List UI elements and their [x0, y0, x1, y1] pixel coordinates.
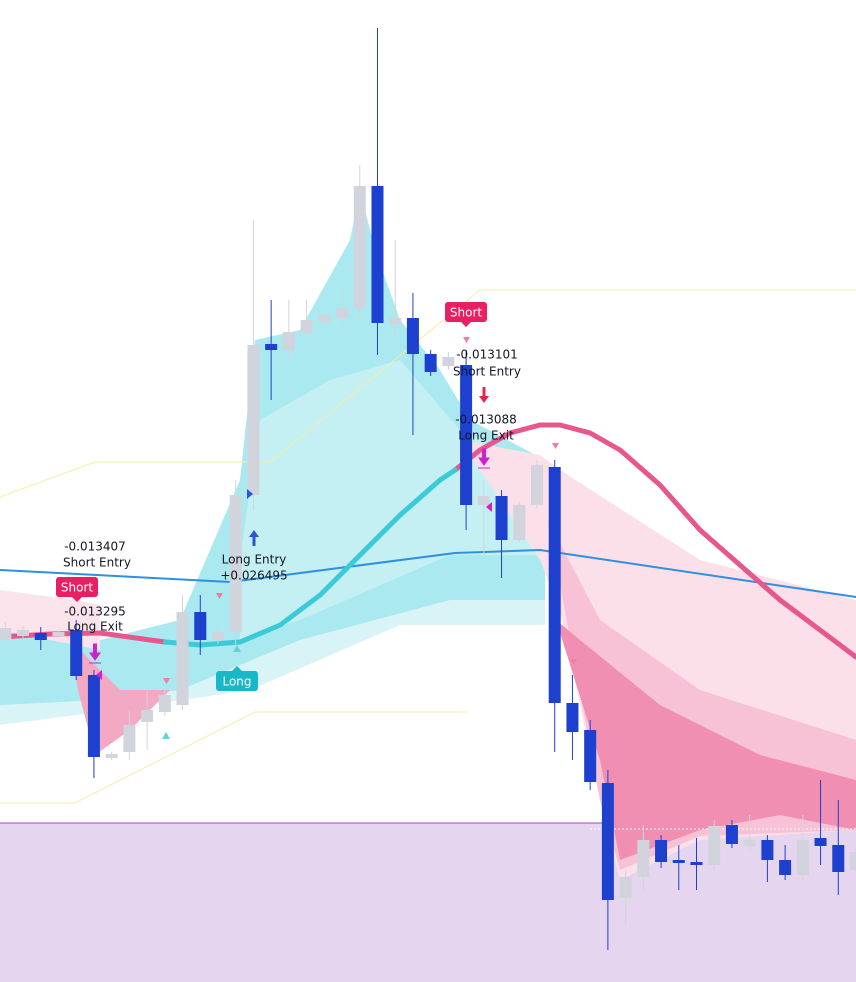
badge-box — [445, 302, 487, 322]
candle-body — [424, 354, 437, 372]
candle-body — [743, 840, 756, 846]
trade-label: -0.013088 — [455, 413, 517, 427]
candle-body — [176, 612, 189, 705]
candle-body — [779, 860, 792, 875]
badge-box — [216, 671, 258, 691]
candle-body — [211, 632, 224, 640]
signal-badge: Short — [445, 302, 487, 327]
candle-body — [318, 315, 331, 322]
zone — [0, 823, 856, 982]
line — [0, 548, 856, 598]
badge-pointer — [461, 322, 471, 327]
candle-body — [725, 825, 738, 844]
candle-body — [761, 840, 774, 860]
candle-body — [282, 332, 295, 350]
candle-body — [87, 675, 100, 757]
badge-label: Short — [450, 306, 482, 320]
candle-body — [0, 628, 12, 640]
trade-label: +0.026495 — [220, 569, 287, 583]
candle-body — [460, 365, 473, 505]
candle-body — [495, 496, 508, 540]
trade-label: -0.013407 — [64, 540, 126, 554]
candle-body — [389, 318, 402, 324]
candle-body — [300, 320, 313, 333]
candle-body — [194, 612, 207, 640]
candle-body — [796, 840, 809, 875]
trade-label: -0.013101 — [456, 348, 518, 362]
candle-body — [123, 725, 136, 752]
candle-body — [336, 308, 349, 318]
marks — [0, 28, 856, 950]
badge-box — [56, 577, 98, 597]
candle-body — [672, 860, 685, 863]
candle-body — [34, 633, 47, 640]
candle-body — [247, 345, 260, 495]
candle-body — [637, 840, 650, 877]
candle-body — [850, 852, 856, 870]
candle-body — [229, 495, 242, 632]
badge-pointer — [72, 597, 82, 602]
candle-body — [708, 826, 721, 865]
candle-body — [442, 357, 455, 366]
candle-body — [601, 783, 614, 900]
candle-body — [371, 186, 384, 323]
candle-body — [265, 344, 278, 350]
candle-body — [814, 838, 827, 846]
channel — [0, 711, 468, 804]
candle-body — [105, 754, 118, 758]
signal-badge: Short — [56, 577, 98, 602]
candle-body — [158, 695, 171, 712]
candle-body — [17, 630, 30, 636]
trade-label: -0.013295 — [64, 605, 126, 619]
candle-body — [690, 862, 703, 865]
candle-body — [141, 710, 154, 722]
markers — [74, 337, 577, 739]
candle-body — [406, 318, 419, 354]
candle-body — [584, 730, 597, 782]
candle-body — [353, 186, 366, 308]
channel — [0, 289, 856, 498]
candle-body — [70, 630, 83, 676]
candle-body — [619, 877, 632, 898]
candle-body — [477, 496, 490, 505]
candle-body — [566, 703, 579, 732]
trade-label: Long Exit — [67, 620, 123, 634]
line — [0, 422, 856, 660]
badge-label: Short — [61, 581, 93, 595]
candle-body — [548, 467, 561, 703]
candle-body — [655, 840, 668, 862]
badge-label: Long — [222, 675, 251, 689]
badge-pointer — [232, 666, 242, 671]
ribbon — [556, 620, 856, 860]
trade-label: Long Exit — [458, 429, 514, 443]
signal-badge: Long — [216, 666, 258, 691]
candle-body — [832, 845, 845, 872]
trade-label: Long Entry — [222, 553, 287, 567]
trade-label: Short Entry — [63, 556, 131, 570]
trade-label: Short Entry — [453, 365, 521, 379]
candle-body — [513, 505, 526, 540]
candle-body — [530, 465, 543, 505]
line — [162, 467, 458, 648]
candle-body — [52, 632, 65, 636]
